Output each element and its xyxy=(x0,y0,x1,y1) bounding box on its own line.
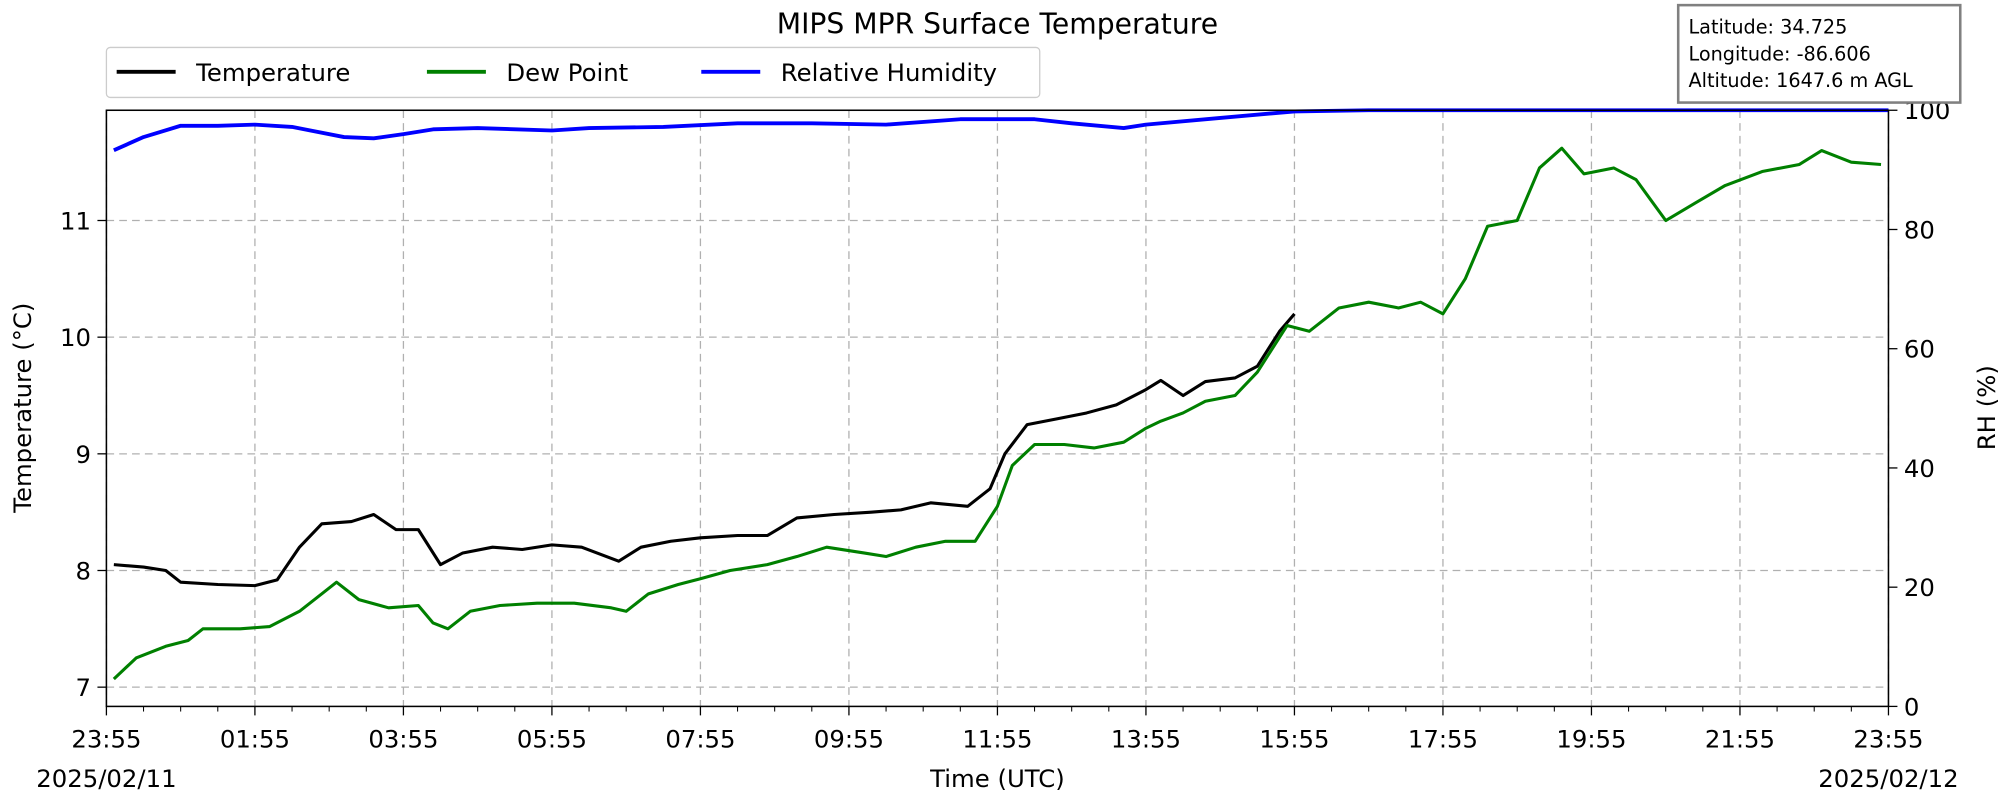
dew-point-line xyxy=(112,146,1882,681)
y2-tick-label: 60 xyxy=(1904,335,1935,364)
legend-label-relative-humidity: Relative Humidity xyxy=(781,58,997,87)
start-date-label: 2025/02/11 xyxy=(36,764,176,793)
chart-title: MIPS MPR Surface Temperature xyxy=(777,7,1218,40)
y-tick-label: 7 xyxy=(76,673,92,702)
altitude-text: Altitude: 1647.6 m AGL xyxy=(1688,69,1913,92)
x-tick-label: 13:55 xyxy=(1111,724,1181,753)
y-tick-label: 11 xyxy=(60,206,91,235)
grid xyxy=(105,110,1890,707)
y2-tick-label: 40 xyxy=(1904,454,1935,483)
y2-tick-label: 20 xyxy=(1904,573,1935,602)
x-tick-label: 09:55 xyxy=(814,724,884,753)
y-axis-label: Temperature (°C) xyxy=(8,303,37,514)
x-tick-label: 17:55 xyxy=(1408,724,1478,753)
longitude-text: Longitude: -86.606 xyxy=(1688,42,1870,65)
x-tick-label: 03:55 xyxy=(368,724,438,753)
x-tick-label: 01:55 xyxy=(220,724,290,753)
y-tick-label: 10 xyxy=(60,323,91,352)
info-box: Latitude: 34.725 Longitude: -86.606 Alti… xyxy=(1676,3,1962,104)
y2-axis-label: RH (%) xyxy=(1972,365,2000,450)
x-tick-label: 15:55 xyxy=(1259,724,1329,753)
x-tick-label: 05:55 xyxy=(517,724,587,753)
end-date-label: 2025/02/12 xyxy=(1818,764,1958,793)
y2-tick-label: 0 xyxy=(1904,692,1919,721)
x-tick-label: 11:55 xyxy=(962,724,1032,753)
legend-label-temperature: Temperature xyxy=(195,58,350,87)
legend-label-dew-point: Dew Point xyxy=(506,58,628,87)
x-tick-label: 21:55 xyxy=(1705,724,1775,753)
x-tick-label: 23:55 xyxy=(71,724,141,753)
x-tick-label: 07:55 xyxy=(665,724,735,753)
relative-humidity-line xyxy=(113,108,1889,153)
x-tick-label: 23:55 xyxy=(1853,724,1923,753)
series-lines xyxy=(112,108,1889,681)
legend: Temperature Dew Point Relative Humidity xyxy=(105,46,1041,99)
y2-tick-label: 80 xyxy=(1904,215,1935,244)
x-axis-label: Time (UTC) xyxy=(929,764,1065,793)
y-tick-label: 9 xyxy=(76,440,92,469)
x-tick-label: 19:55 xyxy=(1556,724,1626,753)
axes: 23:55 01:55 03:55 05:55 07:55 09:55 11:55 13:55… xyxy=(60,96,1950,753)
latitude-text: Latitude: 34.725 xyxy=(1688,15,1847,38)
y-tick-label: 8 xyxy=(76,556,92,585)
temperature-line xyxy=(113,312,1296,588)
